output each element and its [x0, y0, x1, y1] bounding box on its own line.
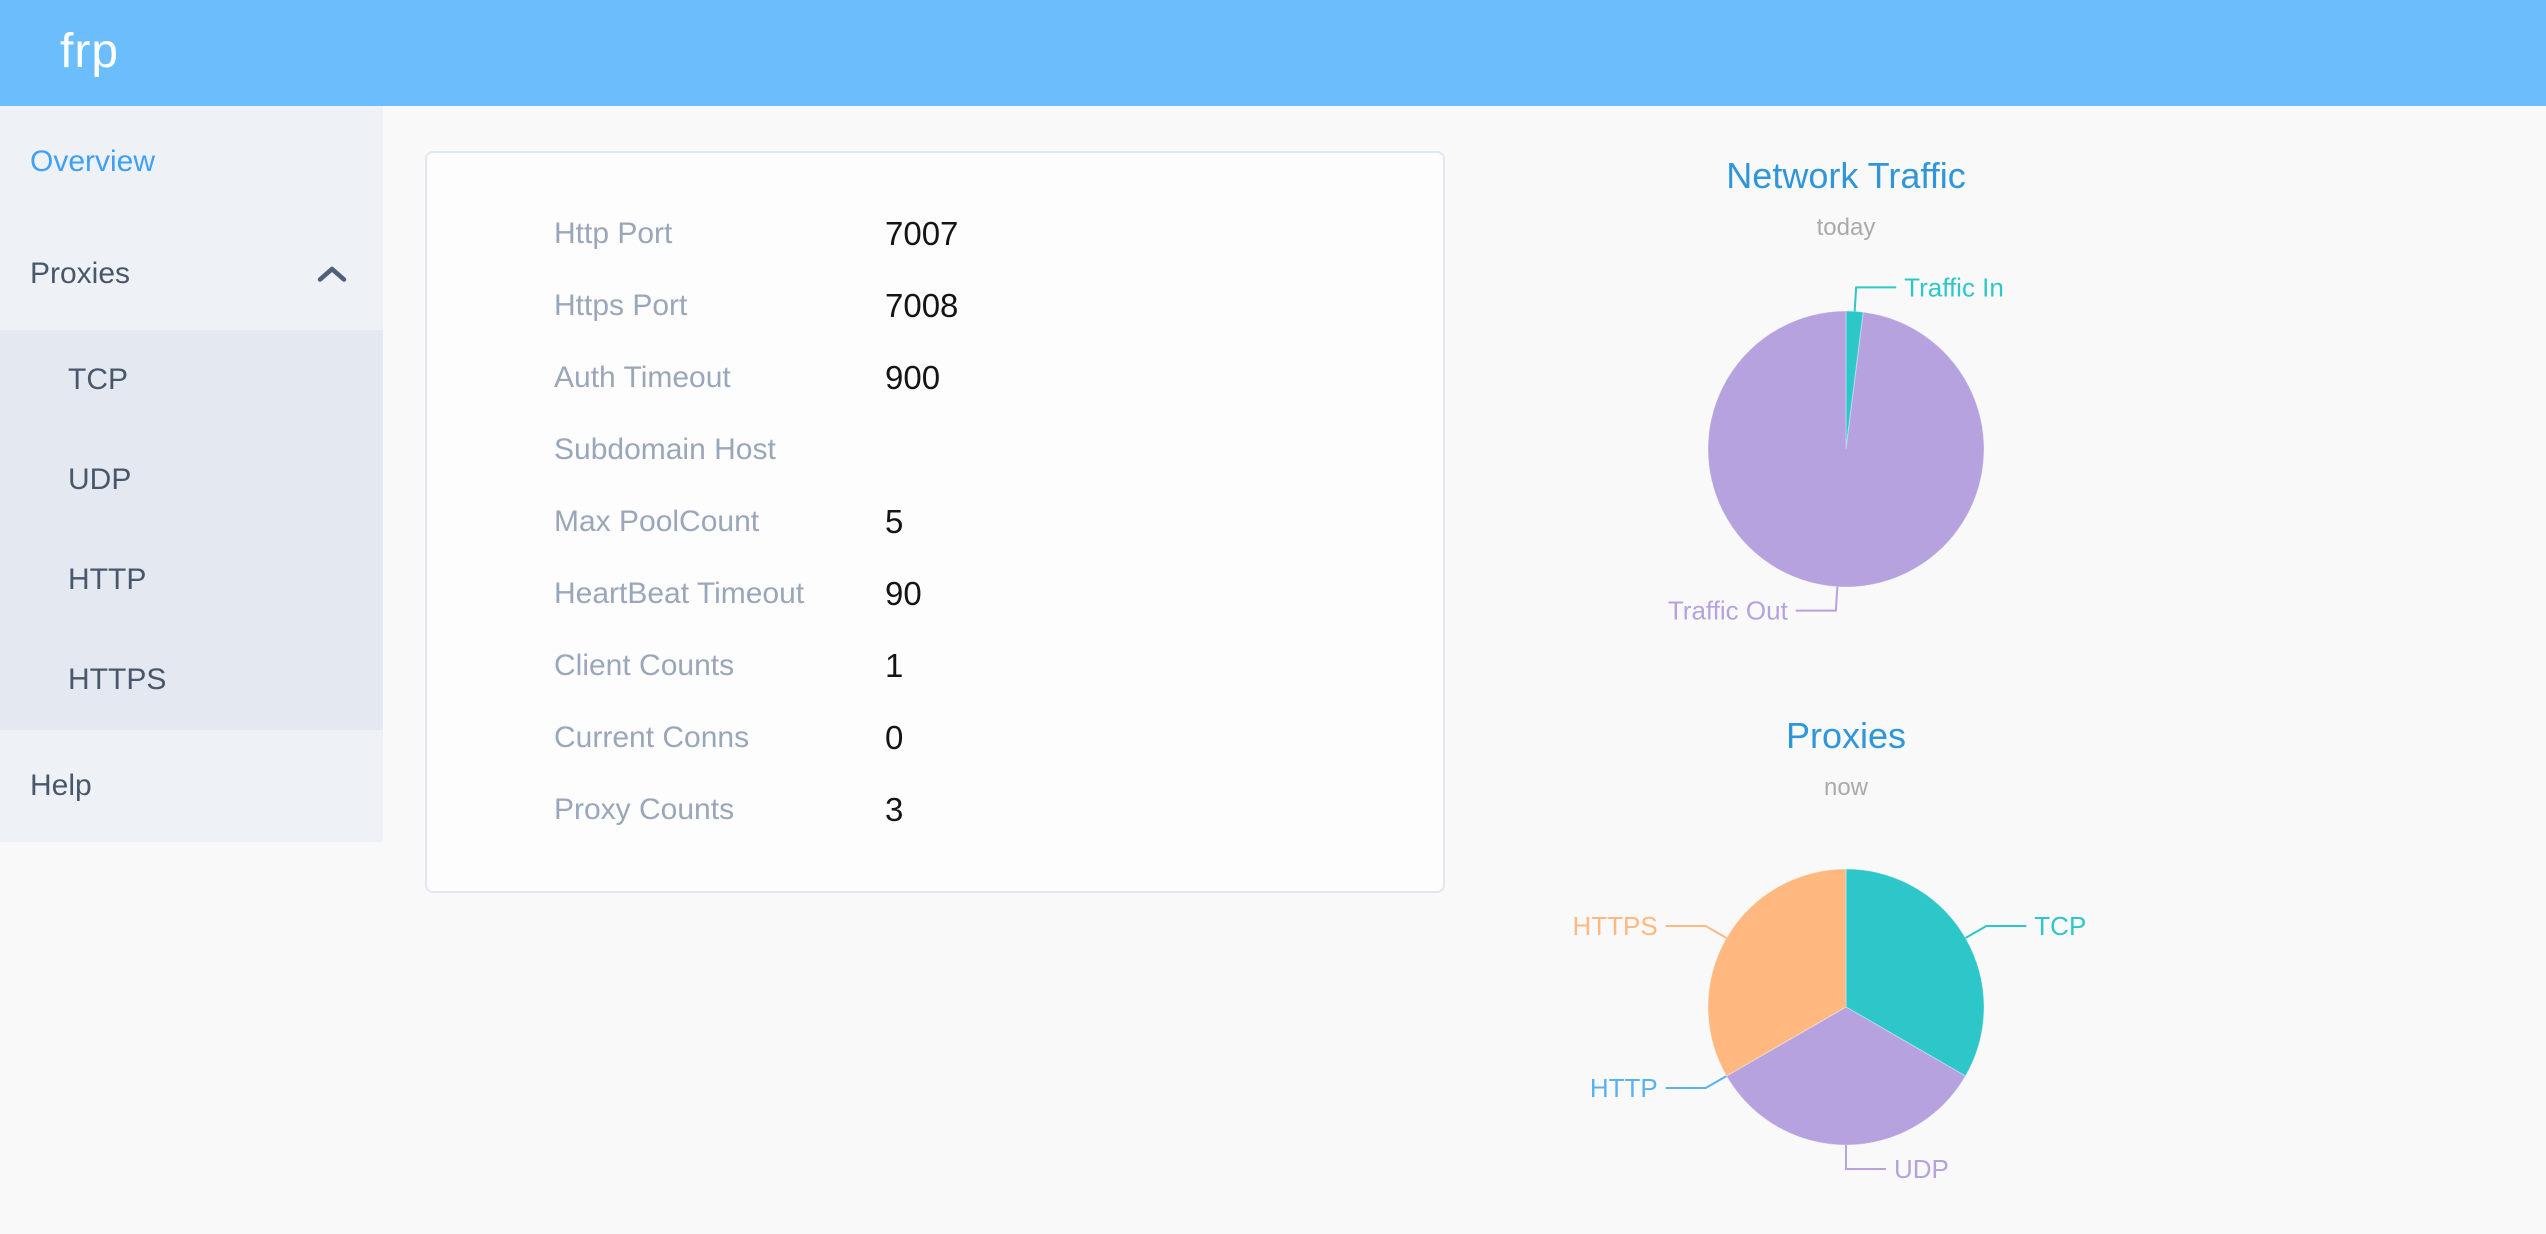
- pie-leader-udp: [1845, 1145, 1886, 1170]
- pie-label-traffic-out: Traffic Out: [1668, 596, 1789, 626]
- sidebar-item-label: HTTPS: [68, 663, 167, 696]
- pie-label-https: HTTPS: [1572, 911, 1657, 941]
- info-value: 7008: [885, 287, 959, 324]
- info-row: Https Port 7008: [427, 270, 1443, 342]
- sidebar-item-label: Help: [30, 769, 92, 802]
- info-label: Proxy Counts: [554, 793, 735, 826]
- pie-leader-http: [1665, 1075, 1727, 1089]
- info-value: 0: [885, 719, 904, 756]
- sidebar-item-label: Proxies: [30, 257, 131, 290]
- info-value: 5: [885, 503, 904, 540]
- sidebar-item-label: UDP: [68, 463, 132, 496]
- info-row: HeartBeat Timeout 90: [427, 558, 1443, 630]
- chart-title: Network Traffic: [1726, 155, 1965, 196]
- server-info-card: Http Port 7007 Https Port 7008 Auth Time…: [425, 151, 1445, 893]
- info-value: 90: [885, 575, 922, 612]
- proxies-chart: Proxies now TCP UDP HTTP HTTPS: [1572, 715, 2086, 1184]
- sidebar-item-help[interactable]: Help: [0, 730, 383, 842]
- chart-title: Proxies: [1786, 715, 1906, 756]
- sidebar: Overview Proxies TCP UDP HTTP: [0, 106, 383, 1234]
- sidebar-item-overview[interactable]: Overview: [0, 106, 383, 218]
- info-value: 900: [885, 359, 941, 396]
- pie-leader-traffic-out: [1795, 586, 1839, 612]
- info-label: Max PoolCount: [554, 505, 760, 538]
- chart-subtitle: today: [1817, 214, 1876, 241]
- header-bar: frp: [0, 0, 2546, 106]
- proxies-submenu: TCP UDP HTTP HTTPS: [0, 330, 383, 730]
- info-row: Current Conns 0: [427, 702, 1443, 774]
- info-row: Proxy Counts 3: [427, 774, 1443, 846]
- sidebar-item-proxies[interactable]: Proxies: [0, 218, 383, 330]
- pie-leader-traffic-in: [1853, 286, 1897, 312]
- pie-label-tcp: TCP: [2034, 911, 2086, 941]
- chevron-up-icon: [317, 218, 347, 330]
- sidebar-item-label: TCP: [68, 363, 128, 396]
- sidebar-item-label: Overview: [30, 145, 156, 178]
- sidebar-menu: Overview Proxies TCP UDP HTTP: [0, 106, 383, 842]
- info-row: Client Counts 1: [427, 630, 1443, 702]
- info-label: Subdomain Host: [554, 433, 776, 466]
- app-logo: frp: [60, 25, 120, 78]
- network-traffic-chart: Network Traffic today Traffic In Traffic Ou…: [1668, 155, 2004, 626]
- sidebar-item-label: HTTP: [68, 563, 147, 596]
- sidebar-item-https[interactable]: HTTPS: [0, 630, 383, 730]
- info-label: HeartBeat Timeout: [554, 577, 805, 610]
- info-row: Http Port 7007: [427, 198, 1443, 270]
- sidebar-item-tcp[interactable]: TCP: [0, 330, 383, 430]
- info-label: Client Counts: [554, 649, 735, 682]
- info-label: Http Port: [554, 217, 673, 250]
- sidebar-item-http[interactable]: HTTP: [0, 530, 383, 630]
- info-row: Auth Timeout 900: [427, 342, 1443, 414]
- info-value: 1: [885, 647, 904, 684]
- pie-leader-tcp: [1965, 925, 2027, 939]
- chart-subtitle: now: [1824, 774, 1869, 801]
- pie-label-http: HTTP: [1590, 1073, 1658, 1103]
- info-label: Https Port: [554, 289, 688, 322]
- sidebar-item-udp[interactable]: UDP: [0, 430, 383, 530]
- pie-leader-https: [1665, 925, 1727, 939]
- pie-label-traffic-in: Traffic In: [1904, 272, 2004, 302]
- info-value: 3: [885, 791, 904, 828]
- info-label: Current Conns: [554, 721, 750, 754]
- pie-label-udp: UDP: [1894, 1154, 1949, 1184]
- info-label: Auth Timeout: [554, 361, 731, 394]
- info-row: Subdomain Host: [427, 414, 1443, 486]
- info-value: 7007: [885, 215, 959, 252]
- info-row: Max PoolCount 5: [427, 486, 1443, 558]
- pie-slice-traffic-out[interactable]: [1707, 310, 1985, 588]
